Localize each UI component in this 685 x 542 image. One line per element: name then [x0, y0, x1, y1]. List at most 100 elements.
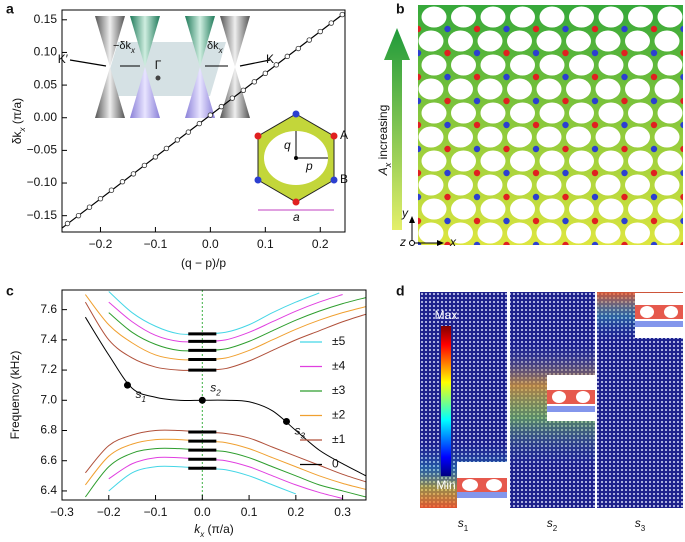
label-sub: x	[130, 46, 136, 55]
hole	[657, 54, 683, 76]
lattice-site	[621, 241, 628, 245]
cone	[220, 16, 250, 67]
lattice-site	[532, 145, 540, 153]
hole	[640, 306, 654, 318]
hole	[510, 198, 535, 220]
lattice-site	[650, 121, 658, 129]
lattice-site	[532, 73, 540, 81]
data-point	[207, 112, 214, 118]
field-band	[635, 321, 683, 327]
lattice-site	[591, 97, 599, 105]
lattice-site	[444, 49, 451, 57]
lattice-site	[650, 241, 658, 245]
hole	[448, 222, 473, 244]
hole	[598, 54, 624, 76]
lattice-site	[532, 121, 540, 129]
hole	[451, 6, 476, 28]
vertex	[330, 132, 338, 140]
lattice-site	[621, 97, 628, 105]
lattice-site	[444, 169, 451, 177]
inset-label: −δkx	[113, 40, 136, 55]
hole	[566, 222, 591, 244]
hole	[536, 78, 562, 100]
hole	[598, 150, 624, 172]
data-point	[229, 95, 236, 101]
colorbar-min: Min	[436, 478, 455, 492]
hole	[657, 150, 683, 172]
lattice-site	[621, 121, 628, 129]
hole	[536, 222, 562, 244]
lattice-site	[444, 217, 451, 225]
data-point	[251, 79, 258, 85]
data-point	[317, 28, 323, 35]
lattice-site	[418, 97, 422, 105]
hole	[576, 391, 590, 403]
lattice-site	[418, 145, 422, 153]
series-line	[85, 429, 366, 483]
lattice-site	[444, 145, 451, 153]
hole	[569, 102, 594, 124]
field-maps	[420, 292, 683, 508]
hole	[595, 30, 621, 52]
lattice-site	[621, 25, 628, 33]
hole	[418, 78, 444, 100]
legend-label: ±1	[332, 432, 346, 446]
hole	[628, 102, 653, 124]
hole	[598, 198, 624, 220]
hole	[507, 126, 532, 148]
hole	[595, 126, 621, 148]
lattice-site	[591, 73, 599, 81]
hole	[539, 198, 565, 220]
y-axis-label: Frequency (kHz)	[8, 351, 22, 440]
cone	[130, 67, 160, 118]
hole	[418, 30, 444, 52]
hole	[595, 174, 621, 196]
y-tick-label: 7.6	[40, 302, 57, 316]
hole	[628, 198, 653, 220]
series-line	[84, 301, 366, 371]
hole	[507, 78, 532, 100]
lattice-site	[418, 169, 422, 177]
hole	[448, 174, 473, 196]
rich-label: s1	[135, 387, 145, 403]
label-text: −δk	[113, 40, 132, 52]
lattice-site	[591, 193, 599, 201]
panel-label: c	[6, 283, 14, 299]
hole	[552, 391, 566, 403]
hole	[569, 150, 594, 172]
hole	[569, 6, 594, 28]
lattice-site	[591, 49, 599, 57]
label-sub: 3	[641, 524, 646, 533]
hole	[566, 78, 591, 100]
zoom-inset	[547, 375, 595, 421]
hole	[625, 174, 650, 196]
hole	[654, 222, 680, 244]
data-point	[75, 212, 82, 219]
hole	[536, 126, 562, 148]
lattice-site	[532, 97, 540, 105]
hole	[595, 222, 621, 244]
data-point	[240, 87, 247, 94]
y-tick-label: 7.4	[40, 332, 57, 346]
state-point	[282, 417, 290, 425]
rich-label: δkx (π/a)	[10, 98, 26, 144]
hole	[598, 6, 624, 28]
hole	[539, 102, 565, 124]
label-sub: 2	[215, 388, 221, 397]
data-point	[130, 171, 137, 177]
lattice-site	[650, 25, 658, 33]
y-tick-label: 6.6	[40, 453, 57, 467]
lattice-site	[473, 25, 481, 33]
lattice-site	[473, 73, 481, 81]
data-point	[306, 37, 312, 43]
label-rest: increasing	[376, 105, 390, 163]
vertex	[330, 176, 338, 184]
hole	[657, 6, 683, 28]
hole	[510, 102, 535, 124]
dirac-cones-inset	[69, 16, 271, 118]
label-sub: x	[199, 530, 205, 539]
hole	[569, 54, 594, 76]
colorbar-max: Max	[435, 308, 458, 322]
axis-head	[437, 240, 444, 246]
label-text: s	[547, 516, 553, 530]
